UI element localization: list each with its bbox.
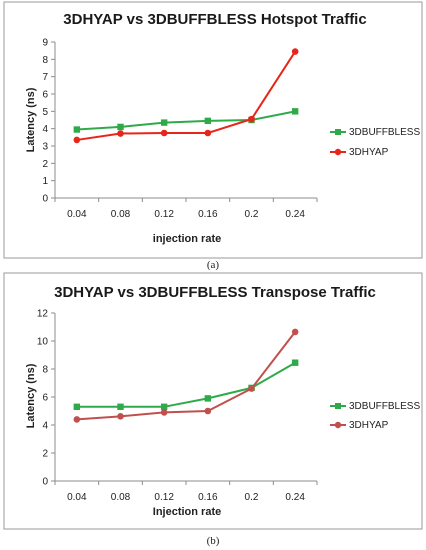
data-point-3dhyap xyxy=(160,409,168,416)
y-tick-label: 1 xyxy=(42,176,48,187)
data-point-3dhyap xyxy=(117,130,124,137)
chart-a-ylabel: Latency (ns) xyxy=(25,87,37,152)
y-tick-label: 7 xyxy=(42,72,48,83)
chart-b-panel xyxy=(3,272,423,530)
data-point-3dbuffbless xyxy=(204,117,212,125)
chart-b-ylabel: Latency (ns) xyxy=(25,363,37,428)
data-point-3dhyap xyxy=(204,407,212,415)
y-tick-label: 3 xyxy=(42,142,48,153)
data-point-3dbuffbless xyxy=(117,403,124,410)
chart-a-plot: 0 1 2 3 4 5 6 7 8 9 0.04 0.08 0.12 0.16 0.2 0.24 xyxy=(42,38,318,220)
x-tick-label: 0.24 xyxy=(285,209,305,220)
chart-b-xlabel: Injection rate xyxy=(153,506,221,518)
chart-a-title: 3DHYAP vs 3DBUFFBLESS Hotspot Traffic xyxy=(63,11,366,28)
y-tick-label: 2 xyxy=(42,449,48,460)
data-point-3dbuffbless xyxy=(160,119,168,126)
data-point-3dhyap xyxy=(73,136,81,144)
legend-b-hyap-label: 3DHYAP xyxy=(349,420,389,431)
x-tick-label: 0.04 xyxy=(67,209,87,220)
y-tick-label: 6 xyxy=(42,90,48,101)
legend-b-hyap-marker xyxy=(334,421,342,429)
data-point-3dhyap xyxy=(117,413,124,420)
legend-a-buffbless-label: 3DBUFFBLESS xyxy=(349,127,420,138)
y-tick-label: 9 xyxy=(42,38,48,49)
y-tick-label: 5 xyxy=(42,107,48,118)
data-point-3dbuffbless xyxy=(117,123,124,131)
series-line-3dbuffbless xyxy=(76,110,296,131)
y-tick-label: 6 xyxy=(42,393,48,404)
data-point-3dbuffbless xyxy=(73,403,81,410)
data-point-3dbuffbless xyxy=(73,126,81,133)
chart-b-legend: 3DBUFFBLESS 3DHYAP xyxy=(330,401,420,431)
x-tick-label: 0.16 xyxy=(198,209,218,220)
x-tick-label: 0.12 xyxy=(154,209,174,220)
data-point-3dhyap xyxy=(160,129,168,137)
series-line-3dbuffbless xyxy=(76,361,296,408)
x-tick-label: 0.08 xyxy=(111,209,131,220)
y-tick-label: 4 xyxy=(42,421,48,432)
chart-a-legend: 3DBUFFBLESS 3DHYAP xyxy=(330,127,420,158)
data-point-3dhyap xyxy=(248,115,255,123)
data-point-3dbuffbless xyxy=(291,359,299,366)
x-tick-label: 0.2 xyxy=(245,492,259,503)
y-tick-label: 4 xyxy=(42,124,48,135)
y-tick-label: 8 xyxy=(42,365,48,376)
data-point-3dbuffbless xyxy=(160,403,168,410)
x-tick-label: 0.24 xyxy=(285,492,305,503)
data-point-3dhyap xyxy=(291,328,299,336)
chart-b-plot: 0 2 4 6 8 10 12 0.04 0.08 0.12 0.16 0.2 0.24 xyxy=(37,309,318,503)
caption-b: (b) xyxy=(207,535,220,547)
x-tick-label: 0.12 xyxy=(154,492,174,503)
data-point-3dbuffbless xyxy=(204,395,212,402)
series-line-3dhyap xyxy=(76,331,296,421)
x-tick-label: 0.04 xyxy=(67,492,87,503)
data-point-3dhyap xyxy=(291,48,299,55)
data-point-3dhyap xyxy=(204,129,212,137)
y-tick-label: 2 xyxy=(42,159,48,170)
legend-a-buffbless-marker xyxy=(335,129,341,135)
x-tick-label: 0.2 xyxy=(245,209,259,220)
legend-b-buffbless-marker xyxy=(335,403,341,409)
y-tick-label: 0 xyxy=(42,194,48,205)
data-point-3dbuffbless xyxy=(291,108,299,115)
legend-b-buffbless-label: 3DBUFFBLESS xyxy=(349,401,420,412)
caption-a: (a) xyxy=(207,259,220,271)
y-tick-label: 0 xyxy=(42,477,48,488)
legend-a-hyap-label: 3DHYAP xyxy=(349,147,389,158)
chart-b-title: 3DHYAP vs 3DBUFFBLESS Transpose Traffic xyxy=(54,284,376,301)
data-point-3dhyap xyxy=(248,385,255,392)
legend-a-hyap-marker xyxy=(334,148,342,156)
data-point-3dhyap xyxy=(73,416,81,423)
y-tick-label: 12 xyxy=(37,309,49,320)
y-tick-label: 10 xyxy=(37,337,49,348)
x-tick-label: 0.08 xyxy=(111,492,131,503)
chart-a-xlabel: injection rate xyxy=(153,233,221,245)
x-tick-label: 0.16 xyxy=(198,492,218,503)
y-tick-label: 8 xyxy=(42,55,48,66)
series-line-3dhyap xyxy=(76,50,297,141)
